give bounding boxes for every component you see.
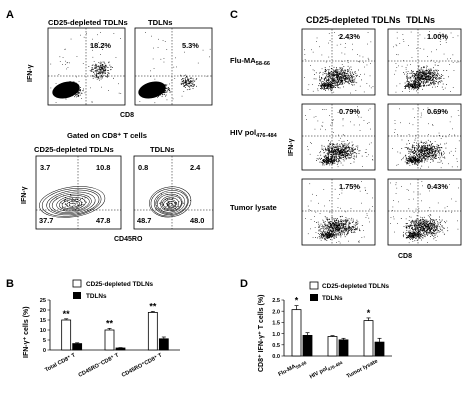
c-dotplot-r3-c1	[301, 178, 376, 246]
panel-d-y-label: CD8⁺ IFN-γ⁺ T cells (%)	[258, 295, 265, 372]
legend-d-swatch-1	[309, 281, 319, 290]
panel-a-gated-title: Gated on CD8⁺ T cells	[67, 131, 147, 140]
panel-a-x-label: CD8	[120, 112, 134, 119]
y-tick-label: 1.0	[272, 332, 280, 338]
significance-mark: **	[149, 301, 157, 311]
y-tick-label: 0	[43, 348, 46, 354]
panel-d-label: D	[240, 278, 248, 290]
contour-a-right	[133, 155, 214, 230]
contour-right-lr: 48.0	[190, 216, 204, 225]
dotplot-a-left-pct: 18.2%	[90, 41, 111, 50]
bar-tdlns	[338, 339, 349, 357]
x-tick-label: HIV pol476-484	[309, 358, 344, 381]
contour-title-right: TDLNs	[150, 145, 174, 154]
x-tick-label: Tumor lysate	[346, 358, 379, 379]
panel-c-x-label: CD8	[398, 253, 412, 260]
legend-d-swatch-2	[310, 294, 318, 301]
y-tick-label: 20	[40, 308, 46, 314]
dotplot-a-right	[134, 27, 213, 106]
legend-b-label-1: CD25-depleted TDLNs	[86, 281, 154, 288]
y-tick-label: 25	[40, 298, 46, 304]
contour-left-ul: 3.7	[40, 163, 50, 172]
contour-right-ul: 0.8	[138, 163, 148, 172]
bar-depleted	[61, 319, 72, 351]
bar-tdlns	[302, 334, 313, 357]
panel-c-col-right: TDLNs	[406, 15, 435, 25]
c-r3-right-pct: 0.43%	[427, 182, 448, 191]
legend-b-label-2: TDLNs	[86, 293, 107, 300]
panel-a-y-label: IFN-γ	[27, 64, 34, 82]
y-tick-label: 0.0	[272, 354, 280, 360]
panel-b-label: B	[6, 278, 14, 290]
bar-depleted	[363, 320, 374, 357]
y-tick-label: 10	[40, 328, 46, 334]
y-tick-label: 0.5	[272, 343, 280, 349]
x-tick-label: CD45RO⁺CD8⁺ T	[120, 351, 163, 378]
bar-tdlns	[72, 343, 83, 351]
y-tick-label: 2.5	[272, 298, 280, 304]
bar-depleted	[104, 329, 115, 351]
contour-y-label: IFN-γ	[21, 186, 28, 204]
legend-b-swatch-2	[73, 292, 81, 299]
x-tick-label: CD45RO⁻CD8⁺ T	[77, 351, 120, 378]
significance-mark: *	[367, 308, 371, 318]
c-r1-right-pct: 1.00%	[427, 32, 448, 41]
significance-mark: **	[63, 309, 71, 319]
panel-c-y-label: IFN-γ	[288, 138, 295, 156]
bar-tdlns	[374, 341, 385, 357]
legend-d-label-2: TDLNs	[322, 295, 343, 302]
significance-mark: *	[295, 296, 299, 306]
contour-right-ll: 48.7	[137, 216, 151, 225]
panel-a-title-left: CD25-depleted TDLNs	[48, 18, 128, 27]
y-tick-label: 5	[43, 338, 46, 344]
chart-b: 0 5 10 15 20 25 ** Total CD8⁺ T ** CD45RO⁻CD8⁺ T *…	[40, 298, 180, 379]
panel-d-legend: CD25-depleted TDLNs TDLNs	[309, 281, 390, 302]
bar-depleted	[147, 311, 158, 351]
panel-b-y-label: IFN-γ⁺ cells (%)	[23, 306, 30, 358]
c-r2-right-pct: 0.69%	[427, 107, 448, 116]
contour-x-label: CD45RO	[114, 236, 143, 243]
contour-right-ur: 2.4	[190, 163, 201, 172]
c-r2-left-pct: 0.79%	[339, 107, 360, 116]
bar-depleted	[327, 336, 338, 357]
dotplot-a-right-pct: 5.3%	[182, 41, 199, 50]
c-dotplot-r2-c1	[301, 103, 376, 171]
contour-a-left	[35, 155, 122, 230]
y-tick-label: 2.0	[272, 309, 280, 315]
panel-c-row1-name: Flu-MA58-66	[230, 56, 270, 67]
x-tick-label: Total CD8⁺ T	[44, 351, 77, 373]
contour-left-lr: 47.8	[96, 216, 110, 225]
bar-tdlns	[158, 338, 169, 351]
panel-c-label: C	[230, 9, 238, 21]
panel-b-legend: CD25-depleted TDLNs TDLNs	[72, 279, 154, 300]
panel-c-row3-name: Tumor lysate	[230, 203, 277, 212]
panel-c-col-left: CD25-depleted TDLNs	[306, 15, 401, 25]
panel-a-label: A	[6, 9, 14, 21]
panel-c-dotplots	[301, 28, 462, 246]
y-tick-label: 15	[40, 318, 46, 324]
dotplot-a-left	[47, 27, 126, 106]
bar-tdlns	[115, 347, 126, 351]
contour-title-left: CD25-depleted TDLNs	[34, 145, 114, 154]
c-dotplot-r2-c2	[387, 103, 462, 171]
c-dotplot-r3-c2	[387, 178, 462, 246]
significance-mark: **	[106, 318, 114, 328]
panel-a-title-right: TDLNs	[148, 18, 172, 27]
contour-left-ur: 10.8	[96, 163, 110, 172]
y-tick-label: 1.5	[272, 321, 280, 327]
c-dotplot-r1-c1	[301, 28, 376, 96]
c-r1-left-pct: 2.43%	[339, 32, 360, 41]
panel-c-row2-name: HIV pol476-484	[230, 128, 278, 139]
x-tick-label: Flu-MA58-66	[277, 358, 307, 378]
legend-b-swatch-1	[72, 279, 82, 288]
contour-left-ll: 37.7	[39, 216, 53, 225]
bar-depleted	[291, 309, 302, 357]
legend-d-label-1: CD25-depleted TDLNs	[322, 283, 390, 290]
c-r3-left-pct: 1.75%	[339, 182, 360, 191]
c-dotplot-r1-c2	[387, 28, 462, 96]
